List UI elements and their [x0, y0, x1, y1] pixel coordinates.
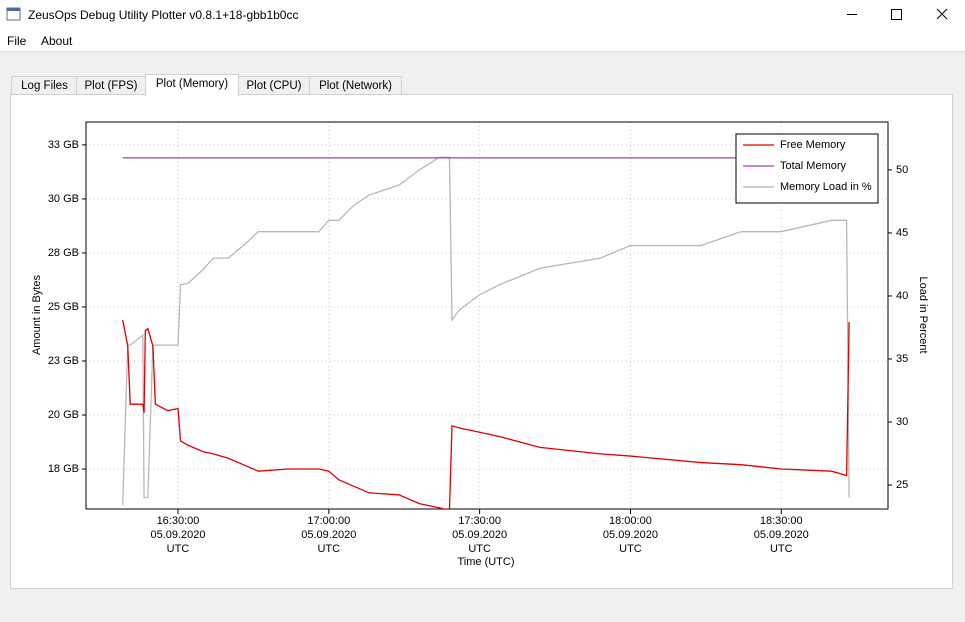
tab[interactable]: Plot (Memory) — [145, 74, 239, 96]
window-title: ZeusOps Debug Utility Plotter v0.8.1+18-… — [28, 8, 299, 22]
x-tick-label: 18:00:00 05.09.2020 UTC — [602, 515, 658, 555]
menu-bar: File About — [0, 30, 965, 52]
y-tick-label: 23 GB — [48, 355, 79, 367]
y-axis-title: Amount in Bytes — [31, 274, 43, 355]
y2-tick-label: 25 — [896, 479, 908, 491]
x-tick-label: 18:30:00 05.09.2020 UTC — [753, 515, 809, 555]
tab[interactable]: Log Files — [11, 76, 78, 95]
y-tick-label: 20 GB — [48, 409, 79, 421]
y-tick-label: 18 GB — [48, 463, 79, 475]
y-tick-label: 30 GB — [48, 193, 79, 205]
y2-tick-label: 35 — [896, 353, 908, 365]
tab[interactable]: Plot (Network) — [309, 76, 402, 95]
app-icon-bar — [7, 8, 20, 11]
legend-label: Memory Load in % — [780, 181, 872, 193]
legend-label: Free Memory — [780, 139, 846, 151]
close-button[interactable] — [936, 8, 948, 20]
menu-file[interactable]: File — [7, 34, 27, 48]
series-line — [122, 156, 850, 506]
y2-tick-label: 50 — [896, 164, 908, 176]
y2-tick-label: 40 — [896, 290, 908, 302]
maximize-button[interactable] — [891, 9, 902, 20]
x-axis-title: Time (UTC) — [457, 556, 514, 568]
y-tick-label: 25 GB — [48, 301, 79, 313]
plot-frame — [85, 121, 889, 510]
series-line — [122, 319, 850, 509]
tab[interactable]: Plot (FPS) — [76, 76, 146, 95]
x-tick-label: 17:00:00 05.09.2020 UTC — [301, 515, 357, 555]
y-tick-label: 33 GB — [48, 139, 79, 151]
title-bar: ZeusOps Debug Utility Plotter v0.8.1+18-… — [0, 0, 965, 30]
y2-tick-label: 30 — [896, 416, 908, 428]
y2-tick-label: 45 — [896, 227, 908, 239]
x-tick-label: 16:30:00 05.09.2020 UTC — [150, 515, 206, 555]
menu-about[interactable]: About — [41, 34, 73, 48]
title-bar-icons — [6, 7, 948, 21]
legend-label: Total Memory — [780, 160, 847, 172]
x-tick-label: 17:30:00 05.09.2020 UTC — [452, 515, 508, 555]
y2-axis-title: Load in Percent — [917, 276, 929, 353]
y-tick-label: 28 GB — [48, 247, 79, 259]
